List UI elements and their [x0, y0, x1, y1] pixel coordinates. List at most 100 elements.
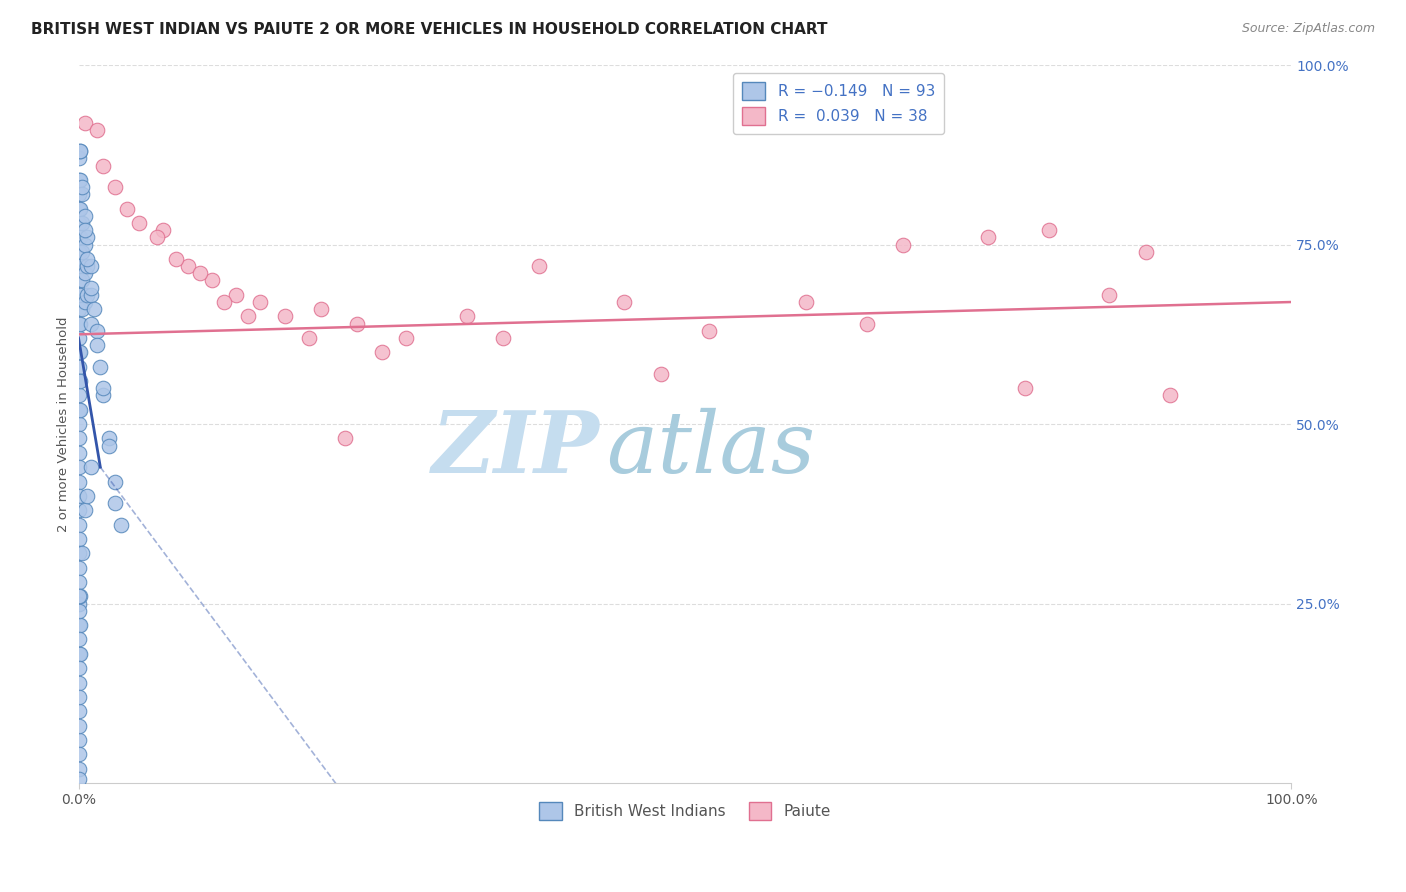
Point: [1038, 223, 1060, 237]
Text: atlas: atlas: [606, 408, 815, 491]
Point: [67, 632, 90, 647]
Point: [67, 216, 90, 230]
Point: [309, 302, 332, 317]
Point: [67, 230, 90, 244]
Point: [69, 374, 91, 388]
Point: [67, 718, 90, 732]
Point: [977, 230, 1000, 244]
Point: [67, 432, 90, 446]
Point: [67, 503, 90, 517]
Point: [69, 230, 91, 244]
Point: [91, 388, 114, 402]
Point: [67, 331, 90, 345]
Point: [70, 273, 93, 287]
Point: [67, 417, 90, 431]
Point: [212, 295, 235, 310]
Point: [104, 496, 127, 510]
Point: [650, 367, 672, 381]
Point: [67, 517, 90, 532]
Point: [67, 345, 90, 359]
Point: [79, 288, 101, 302]
Point: [91, 381, 114, 395]
Point: [73, 209, 96, 223]
Point: [613, 295, 636, 310]
Point: [67, 388, 90, 402]
Point: [273, 310, 295, 324]
Y-axis label: 2 or more Vehicles in Household: 2 or more Vehicles in Household: [58, 317, 70, 532]
Point: [69, 590, 91, 604]
Point: [146, 230, 169, 244]
Legend: British West Indians, Paiute: British West Indians, Paiute: [533, 796, 837, 826]
Point: [67, 460, 90, 475]
Point: [70, 546, 93, 560]
Point: [67, 244, 90, 259]
Point: [70, 187, 93, 202]
Point: [201, 273, 224, 287]
Point: [69, 288, 91, 302]
Point: [69, 173, 91, 187]
Point: [73, 223, 96, 237]
Point: [67, 604, 90, 618]
Point: [89, 359, 111, 374]
Point: [67, 618, 90, 632]
Point: [67, 772, 90, 787]
Point: [67, 560, 90, 574]
Point: [73, 295, 96, 310]
Point: [67, 762, 90, 776]
Point: [128, 216, 150, 230]
Point: [67, 359, 90, 374]
Point: [67, 733, 90, 747]
Point: [73, 115, 96, 129]
Point: [79, 460, 101, 475]
Point: [67, 273, 90, 287]
Point: [67, 374, 90, 388]
Point: [335, 432, 357, 446]
Point: [67, 202, 90, 216]
Point: [79, 259, 101, 273]
Point: [86, 324, 108, 338]
Point: [67, 546, 90, 560]
Point: [67, 590, 90, 604]
Point: [176, 259, 198, 273]
Point: [67, 690, 90, 704]
Point: [69, 317, 91, 331]
Point: [856, 317, 879, 331]
Point: [69, 145, 91, 159]
Point: [67, 747, 90, 762]
Point: [1014, 381, 1036, 395]
Point: [67, 288, 90, 302]
Point: [346, 317, 368, 331]
Point: [67, 402, 90, 417]
Point: [83, 302, 105, 317]
Point: [86, 122, 108, 136]
Point: [73, 266, 96, 280]
Text: Source: ZipAtlas.com: Source: ZipAtlas.com: [1241, 22, 1375, 36]
Point: [165, 252, 187, 266]
Point: [697, 324, 720, 338]
Point: [69, 259, 91, 273]
Point: [370, 345, 392, 359]
Point: [67, 187, 90, 202]
Point: [104, 180, 127, 194]
Point: [67, 597, 90, 611]
Point: [492, 331, 515, 345]
Point: [794, 295, 817, 310]
Point: [67, 259, 90, 273]
Point: [97, 432, 120, 446]
Point: [225, 288, 247, 302]
Point: [67, 532, 90, 546]
Point: [79, 280, 101, 294]
Point: [891, 237, 914, 252]
Point: [67, 675, 90, 690]
Point: [67, 704, 90, 718]
Point: [69, 618, 91, 632]
Point: [456, 310, 478, 324]
Point: [395, 331, 418, 345]
Point: [1159, 388, 1181, 402]
Point: [67, 647, 90, 661]
Point: [110, 517, 132, 532]
Point: [67, 661, 90, 675]
Point: [67, 302, 90, 317]
Point: [70, 216, 93, 230]
Point: [73, 503, 96, 517]
